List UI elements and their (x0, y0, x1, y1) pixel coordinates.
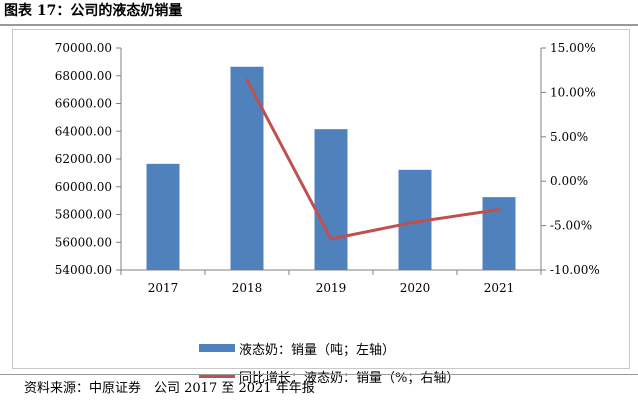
point-yoy-growth (245, 78, 249, 82)
point-yoy-growth (413, 220, 417, 224)
line-yoy-growth (245, 79, 500, 241)
y-right-tick-label: 15.00% (550, 41, 596, 55)
y-left-tick-label: 68000.00 (55, 69, 112, 83)
y-left-tick-label: 66000.00 (55, 97, 112, 111)
y-left-tick-label: 64000.00 (55, 124, 112, 138)
y-right-tick-label: 10.00% (550, 85, 596, 99)
x-tick-label: 2019 (316, 281, 347, 295)
y-left-tick-label: 58000.00 (55, 208, 112, 222)
x-tick-label: 2020 (400, 281, 431, 295)
y-right-tick-label: 5.00% (550, 130, 588, 144)
y-left-tick-label: 56000.00 (55, 235, 112, 249)
y-left-tick-label: 54000.00 (55, 263, 112, 277)
y-right-tick-label: -5.00% (550, 219, 592, 233)
legend-item-sales: 液态奶：销量（吨；左轴） (199, 338, 395, 358)
y-left-tick-label: 62000.00 (55, 152, 112, 166)
legend-label-sales: 液态奶：销量（吨；左轴） (239, 342, 396, 358)
y-left-tick-label: 60000.00 (55, 180, 112, 194)
point-yoy-growth (497, 208, 501, 212)
y-right-tick-label: -10.00% (550, 263, 600, 277)
bar-liquid-milk-sales (230, 66, 264, 270)
y-left-tick-label: 70000.00 (55, 41, 112, 55)
bar-liquid-milk-sales (314, 129, 348, 270)
figure-title: 图表 17：公司的液态奶销量 (4, 3, 183, 19)
x-tick-label: 2017 (148, 281, 179, 295)
liquid-milk-sales-chart: 54000.00 56000.00 58000.00 60000.00 62000.00… (55, 41, 600, 295)
legend-line-swatch (199, 374, 235, 378)
y-right-tick-label: 0.00% (550, 174, 588, 188)
bar-liquid-milk-sales (146, 163, 180, 270)
chart-frame: 54000.00 56000.00 58000.00 60000.00 62000.00… (12, 29, 630, 386)
x-tick-label: 2018 (232, 281, 263, 295)
x-tick-label: 2021 (484, 281, 515, 295)
title-divider (0, 24, 638, 26)
source-divider (0, 374, 638, 375)
bar-liquid-milk-sales (482, 197, 516, 270)
point-yoy-growth (329, 237, 333, 241)
legend-bar-swatch (199, 344, 235, 352)
source-note: 资料来源：中原证券 公司 2017 至 2021 年年报 (24, 381, 315, 396)
